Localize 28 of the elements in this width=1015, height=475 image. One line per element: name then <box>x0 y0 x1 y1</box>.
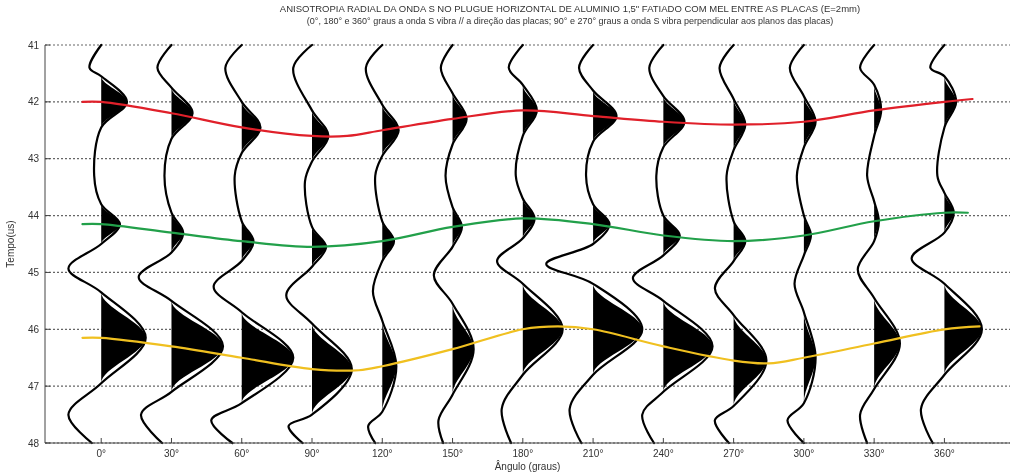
chart-subtitle: (0°, 180° e 360° graus a onda S vibra // a direção das placas; 90° e 270° graus a onda S vibra perpendicular aos planos das placas) <box>306 16 834 26</box>
x-tick-label: 180° <box>512 448 534 459</box>
x-tick-label: 120° <box>371 448 393 459</box>
y-tick-label: 47 <box>27 380 40 392</box>
y-tick-label: 41 <box>27 39 40 51</box>
y-tick-label: 45 <box>27 266 40 278</box>
x-tick-label: 0° <box>96 448 106 459</box>
x-tick-label: 30° <box>163 448 180 459</box>
x-tick-label: 90° <box>304 448 320 459</box>
x-axis-title: Ângulo (graus) <box>494 460 561 472</box>
line-series <box>81 97 974 138</box>
chart-title: ANISOTROPIA RADIAL DA ONDA S NO PLUGUE HORIZONTAL DE ALUMINIO 1,5" FATIADO COM MEL ENTRE AS PLACAS (E=2mm) <box>279 3 861 14</box>
line-series <box>81 211 969 248</box>
line-series <box>81 325 981 372</box>
x-tick-label: 210° <box>582 448 604 459</box>
x-tick-label: 270° <box>723 448 744 459</box>
x-tick-label: 240° <box>653 448 674 459</box>
y-tick-label: 43 <box>27 153 40 165</box>
y-tick-label: 46 <box>27 323 40 335</box>
y-axis-title: Tempo(us) <box>5 220 16 268</box>
y-tick-label: 44 <box>27 210 40 222</box>
y-tick-label: 42 <box>27 96 40 108</box>
x-tick-label: 300° <box>793 448 815 459</box>
x-tick-label: 330° <box>863 448 885 459</box>
x-tick-label: 60° <box>234 448 250 459</box>
y-tick-label: 48 <box>27 437 40 449</box>
x-tick-label: 150° <box>442 448 463 459</box>
x-tick-label: 360° <box>934 448 955 459</box>
